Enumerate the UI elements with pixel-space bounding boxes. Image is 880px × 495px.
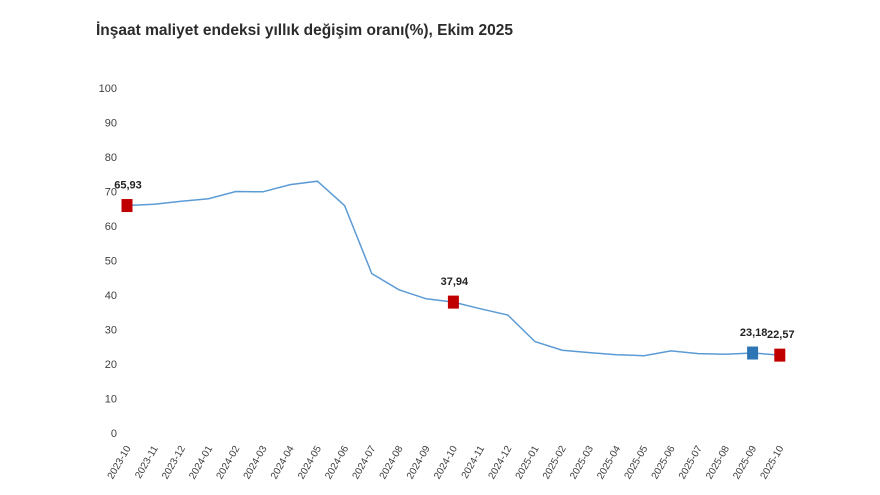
x-tick-label: 2023-11 <box>133 444 161 481</box>
y-tick-label: 70 <box>105 187 117 199</box>
y-tick-label: 10 <box>105 394 117 406</box>
x-axis: 2023-10 2023-11 2023-12 2024-01 2024-02 2024-… <box>106 444 787 482</box>
x-tick-label: 2025-02 <box>541 444 569 482</box>
x-tick-label: 2024-10 <box>432 444 460 482</box>
x-tick-label: 2024-12 <box>487 444 515 482</box>
series-line <box>126 180 780 357</box>
x-tick-label: 2024-09 <box>405 444 433 482</box>
y-tick-label: 90 <box>105 118 117 130</box>
highlight-marker <box>447 295 459 309</box>
x-tick-label: 2025-07 <box>677 444 705 482</box>
x-tick-label: 2025-03 <box>568 444 596 482</box>
x-tick-label: 2024-04 <box>269 444 297 482</box>
highlight-marker <box>121 199 133 213</box>
data-label: 23,18 <box>740 327 768 339</box>
x-tick-label: 2025-09 <box>731 444 759 482</box>
y-tick-label: 60 <box>105 221 117 233</box>
x-tick-label: 2025-01 <box>514 444 542 482</box>
x-tick-label: 2024-07 <box>351 444 379 482</box>
x-tick-label: 2024-01 <box>187 444 215 482</box>
x-tick-label: 2024-11 <box>460 444 488 481</box>
highlight-marker <box>774 348 786 362</box>
chart-title: İnşaat maliyet endeksi yıllık değişim or… <box>96 22 513 39</box>
x-tick-label: 2024-02 <box>215 444 243 482</box>
y-tick-label: 0 <box>111 428 117 440</box>
x-tick-label: 2023-12 <box>160 444 188 482</box>
x-tick-label: 2025-06 <box>650 444 678 482</box>
highlight-markers <box>121 199 786 362</box>
y-tick-label: 30 <box>105 325 117 337</box>
data-labels: 65,93 37,94 23,18 22,57 <box>114 180 794 342</box>
y-tick-label: 40 <box>105 290 117 302</box>
y-tick-label: 100 <box>99 83 117 95</box>
x-tick-label: 2023-10 <box>106 444 134 482</box>
highlight-marker <box>747 346 759 360</box>
data-label: 65,93 <box>114 180 142 192</box>
x-tick-label: 2025-10 <box>759 444 787 482</box>
x-tick-label: 2024-08 <box>378 444 406 482</box>
y-tick-label: 50 <box>105 256 117 268</box>
data-label: 37,94 <box>441 276 469 288</box>
x-tick-label: 2025-04 <box>595 444 623 482</box>
x-tick-label: 2024-03 <box>242 444 270 482</box>
x-tick-label: 2024-05 <box>296 444 324 482</box>
x-tick-label: 2024-06 <box>323 444 351 482</box>
data-label: 22,57 <box>767 329 795 341</box>
x-tick-label: 2025-05 <box>623 444 651 482</box>
y-axis: 0 10 20 30 40 50 60 70 80 90 100 <box>99 83 117 440</box>
y-tick-label: 80 <box>105 152 117 164</box>
x-tick-label: 2025-08 <box>704 444 732 482</box>
y-tick-label: 20 <box>105 359 117 371</box>
